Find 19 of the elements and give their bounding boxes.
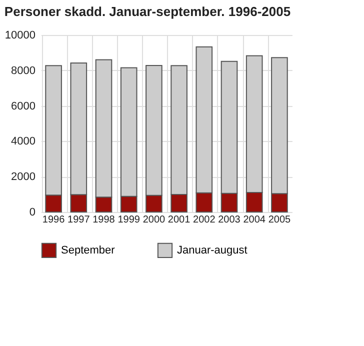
x-tick-label: 2005 — [268, 214, 292, 226]
y-tick-label: 10000 — [4, 30, 36, 42]
legend-label: September — [61, 244, 116, 256]
x-tick-label: 2000 — [142, 214, 166, 226]
chart-title: Personer skadd. Januar-september. 1996-2005 — [4, 4, 291, 19]
legend-label: Januar-august — [177, 244, 248, 256]
x-tick-label: 2004 — [243, 214, 266, 226]
y-tick-label: 6000 — [11, 100, 36, 112]
y-tick-label: 4000 — [11, 136, 36, 148]
x-tick-label: 2002 — [193, 214, 216, 226]
y-tick-label: 8000 — [11, 64, 36, 77]
x-tick-label: 2003 — [218, 214, 241, 226]
x-tick-label: 1999 — [118, 214, 140, 226]
x-tick-label: 2001 — [168, 214, 191, 226]
x-tick-label: 1996 — [42, 214, 66, 226]
x-tick-label: 1998 — [92, 214, 116, 226]
y-tick-label: 0 — [29, 206, 36, 218]
y-tick-label: 2000 — [11, 171, 36, 184]
x-tick-label: 1997 — [68, 214, 90, 226]
